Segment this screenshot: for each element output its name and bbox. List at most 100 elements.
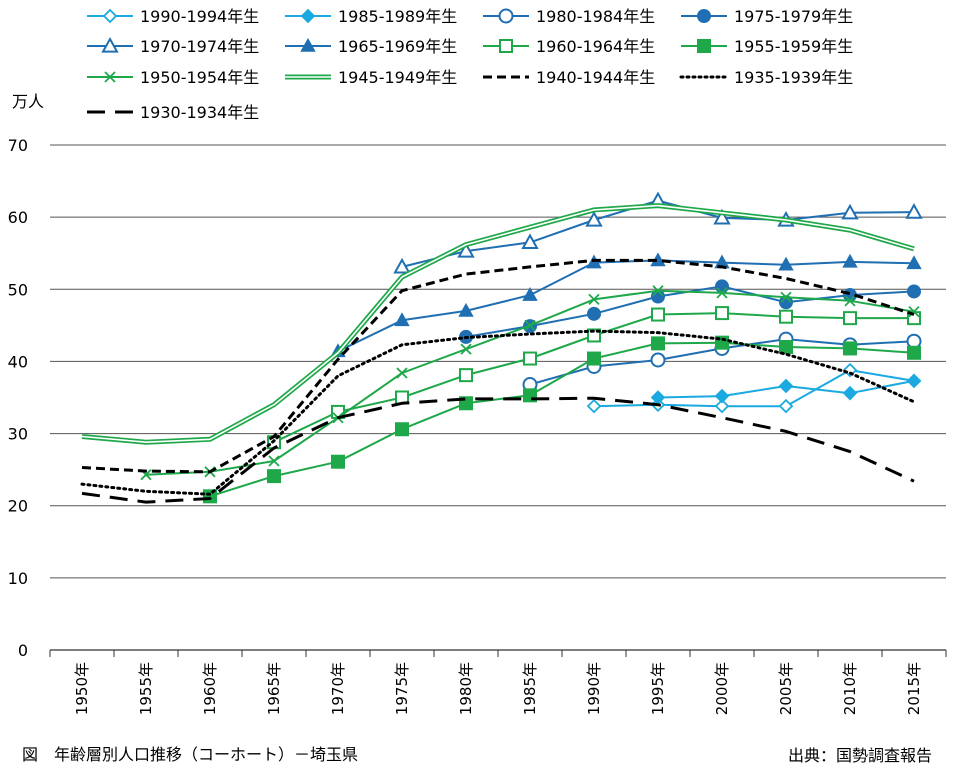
- legend-item-1945-1949: 1945-1949年生: [285, 68, 457, 87]
- x-tick-label: 1950年: [73, 662, 91, 715]
- data-point: [458, 302, 474, 317]
- data-point: [395, 422, 409, 437]
- legend-marker: [697, 39, 711, 53]
- data-point: [588, 293, 600, 306]
- data-point: [779, 309, 793, 324]
- legend-label: 1965-1969年生: [338, 37, 457, 56]
- data-point: [523, 351, 537, 366]
- data-point: [778, 256, 794, 271]
- data-point: [715, 306, 729, 321]
- x-tick-label: 1990年: [585, 662, 603, 715]
- series-1940-1944-line: [81, 258, 915, 474]
- y-axis-label: 万人: [12, 92, 44, 111]
- data-point: [715, 279, 729, 294]
- legend: 1990-1994年生 1985-1989年生 1980-1984年生 1975-19…: [87, 7, 853, 122]
- data-point: [587, 351, 601, 366]
- legend-item-1985-1989: 1985-1989年生: [285, 7, 457, 26]
- y-tick-label: 30: [8, 425, 28, 444]
- legend-item-1960-1964: 1960-1964年生: [483, 37, 655, 56]
- legend-item-1930-1934: 1930-1934年生: [87, 103, 259, 122]
- series-1990-1994-line: [593, 369, 915, 408]
- series-1990-1994: [586, 362, 922, 414]
- series-1945-1949: [81, 203, 915, 445]
- data-point: [393, 257, 411, 274]
- source-note: 出典：国勢調査報告: [787, 746, 932, 765]
- x-tick-label: 2015年: [905, 662, 923, 715]
- legend-item-1980-1984: 1980-1984年生: [483, 7, 655, 26]
- data-point: [459, 368, 473, 383]
- data-point: [652, 285, 664, 297]
- y-tick-label: 70: [8, 136, 28, 155]
- data-point: [906, 373, 922, 389]
- legend-item-1935-1939: 1935-1939年生: [679, 68, 853, 87]
- data-point: [842, 385, 858, 401]
- data-point: [521, 233, 539, 249]
- legend-label: 1975-1979年生: [734, 7, 853, 26]
- legend-marker: [300, 37, 316, 52]
- series-1970-1974: [393, 191, 923, 274]
- legend-label: 1980-1984年生: [536, 7, 655, 26]
- x-tick-label: 2010年: [841, 662, 859, 715]
- x-tick-label: 1985年: [521, 662, 539, 715]
- gridlines: [50, 144, 946, 579]
- legend-label: 1970-1974年生: [140, 37, 259, 56]
- x-tick-label: 2000年: [713, 662, 731, 715]
- data-point: [394, 312, 410, 327]
- data-point: [651, 336, 665, 351]
- x-tick-label: 1960年: [201, 662, 219, 715]
- x-tick-label: 1965年: [265, 662, 283, 715]
- series-1935-1939-line: [80, 329, 916, 496]
- x-tick-label: 2005年: [777, 662, 795, 715]
- series-group: [80, 191, 923, 504]
- data-point: [907, 345, 921, 360]
- series-1935-1939: [80, 329, 916, 496]
- data-point: [780, 291, 792, 303]
- data-point: [843, 341, 857, 356]
- legend-label: 1950-1954年生: [140, 68, 259, 87]
- data-point: [524, 319, 536, 331]
- legend-marker: [498, 8, 514, 24]
- legend-label: 1935-1939年生: [734, 68, 853, 87]
- legend-label: 1990-1994年生: [140, 7, 259, 26]
- data-point: [587, 306, 601, 321]
- legend-item-1990-1994: 1990-1994年生: [87, 7, 259, 26]
- data-point: [843, 311, 857, 326]
- legend-label: 1985-1989年生: [338, 7, 457, 26]
- data-point: [714, 398, 730, 414]
- y-tick-label: 60: [8, 208, 28, 227]
- data-point: [650, 352, 666, 368]
- legend-item-1940-1944: 1940-1944年生: [483, 68, 655, 87]
- data-point: [522, 286, 538, 301]
- data-point: [268, 455, 280, 467]
- data-point: [586, 254, 602, 269]
- legend-label: 1930-1934年生: [140, 103, 259, 122]
- figure-caption: 図 年齢層別人口推移（コーホート）－埼玉県: [22, 745, 359, 764]
- legend-marker: [697, 9, 711, 23]
- data-point: [716, 287, 728, 299]
- data-point: [778, 378, 794, 394]
- y-tick-label: 40: [8, 352, 28, 371]
- legend-marker: [300, 8, 316, 24]
- x-tick-label: 1995年: [649, 662, 667, 715]
- data-point: [841, 203, 859, 220]
- data-point: [714, 388, 730, 404]
- series-1930-1934-line: [81, 396, 915, 504]
- series-1945-1949-line-inner: [81, 204, 915, 443]
- data-point: [843, 288, 857, 303]
- legend-item-1970-1974: 1970-1974年生: [87, 36, 259, 56]
- legend-item-1950-1954: 1950-1954年生: [87, 68, 259, 87]
- legend-label: 1945-1949年生: [338, 68, 457, 87]
- x-tick-label: 1980年: [457, 662, 475, 715]
- legend-marker: [102, 8, 118, 24]
- x-tick-label: 1975年: [393, 662, 411, 715]
- data-point: [906, 255, 922, 270]
- data-point: [907, 284, 921, 299]
- legend-marker: [499, 39, 513, 53]
- legend-marker: [101, 36, 119, 53]
- legend-label: 1960-1964年生: [536, 37, 655, 56]
- data-point: [778, 398, 794, 414]
- x-axis-ticks: 1950年 1955年 1960年 1965年 1970年 1975年 1980年 1985年…: [73, 662, 923, 715]
- y-tick-label: 10: [8, 569, 28, 588]
- legend-item-1955-1959: 1955-1959年生: [681, 37, 853, 56]
